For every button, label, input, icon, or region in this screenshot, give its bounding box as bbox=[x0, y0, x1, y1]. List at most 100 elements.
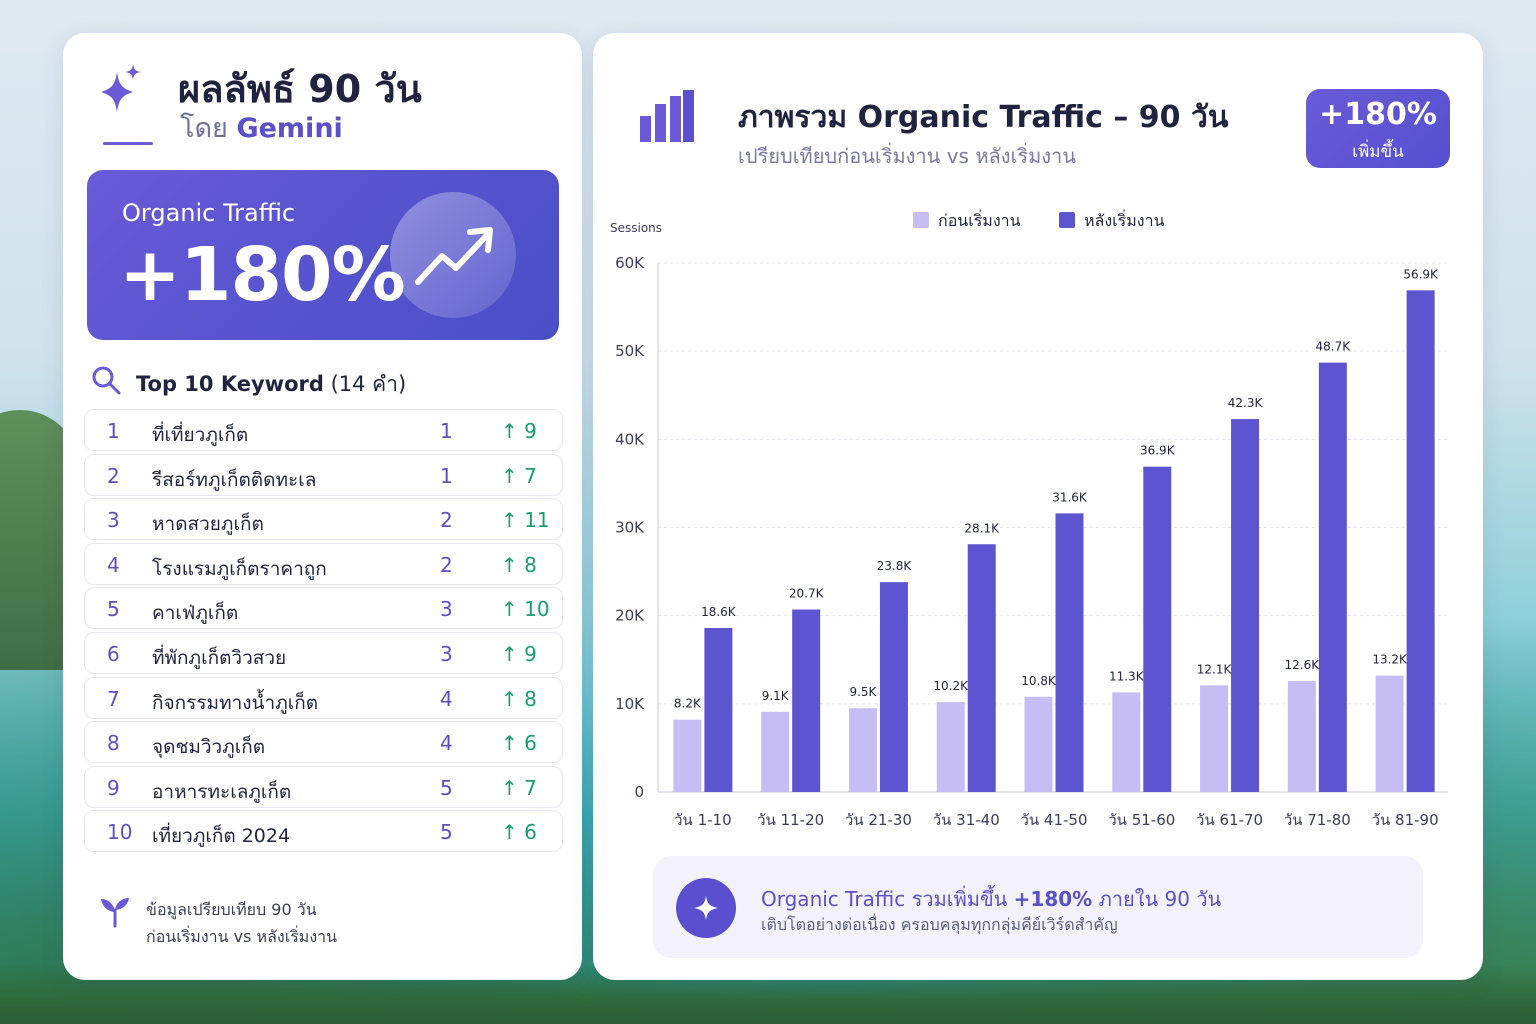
bar-before bbox=[1375, 675, 1404, 792]
keyword-row: 2 รีสอร์ทภูเก็ตติดทะเล 1 ↑ 7 bbox=[84, 453, 563, 496]
x-tick-label: วัน 61-70 bbox=[1196, 811, 1263, 829]
subtitle-brand: Gemini bbox=[236, 113, 343, 144]
keyword-row: 1 ที่เที่ยวภูเก็ต 1 ↑ 9 bbox=[84, 409, 563, 451]
keyword-text: เที่ยวภูเก็ต 2024 bbox=[152, 825, 291, 848]
keyword-change: ↑ 11 bbox=[501, 508, 550, 533]
keyword-position: 4 bbox=[440, 731, 453, 756]
keyword-text: รีสอร์ทภูเก็ตติดทะเล bbox=[152, 468, 317, 491]
footnote-line-2: ก่อนเริ่มงาน vs หลังเริ่มงาน bbox=[146, 927, 338, 946]
bar-data-label: 10.2K bbox=[933, 679, 969, 693]
bar-before bbox=[936, 702, 965, 792]
sprout-icon bbox=[101, 898, 129, 928]
keyword-row: 7 กิจกรรมทางน้ำภูเก็ต 4 ↑ 8 bbox=[84, 676, 563, 719]
keyword-text: ที่เที่ยวภูเก็ต bbox=[152, 424, 249, 446]
trend-circle bbox=[390, 192, 516, 318]
keyword-text: หาดสวยภูเก็ต bbox=[152, 513, 264, 536]
insight-icon-circle bbox=[676, 878, 736, 938]
y-tick-label: 10K bbox=[615, 695, 645, 713]
keyword-position: 3 bbox=[440, 641, 453, 666]
bar-data-label: 18.6K bbox=[701, 605, 737, 619]
kpi-value: +180% bbox=[119, 232, 406, 318]
keyword-change: ↑ 9 bbox=[501, 419, 537, 443]
bar-after bbox=[792, 609, 821, 792]
bar-data-label: 13.2K bbox=[1372, 653, 1408, 667]
x-tick-label: วัน 11-20 bbox=[757, 811, 824, 829]
legend-item-after: หลังเริ่มงาน bbox=[1059, 209, 1165, 234]
keywords-title: Top 10 Keyword (14 คำ) bbox=[136, 368, 406, 401]
bar-before bbox=[1112, 692, 1141, 792]
legend-item-before: ก่อนเริ่มงาน bbox=[913, 209, 1021, 234]
kpi-label: Organic Traffic bbox=[122, 199, 296, 227]
bar-data-label: 56.9K bbox=[1403, 267, 1439, 281]
bar-data-label: 8.2K bbox=[674, 697, 702, 711]
bar-data-label: 12.1K bbox=[1197, 662, 1233, 676]
bar-after bbox=[704, 628, 733, 792]
keyword-change: ↑ 8 bbox=[501, 686, 537, 711]
keyword-change: ↑ 7 bbox=[501, 775, 537, 800]
insight-suffix: ภายใน 90 วัน bbox=[1098, 887, 1222, 911]
subtitle-prefix: โดย bbox=[180, 113, 228, 144]
keyword-row: 6 ที่พักภูเก็ตวิวสวย 3 ↑ 9 bbox=[84, 631, 563, 674]
bar-after bbox=[1406, 290, 1435, 792]
chart-subtitle: เปรียบเทียบก่อนเริ่มงาน vs หลังเริ่มงาน bbox=[738, 144, 1076, 168]
bar-before bbox=[673, 719, 702, 792]
x-tick-label: วัน 41-50 bbox=[1020, 811, 1087, 829]
growth-badge-label: เพิ่มขึ้น bbox=[1352, 142, 1404, 162]
x-tick-label: วัน 1-10 bbox=[674, 811, 732, 829]
bar-after bbox=[1231, 419, 1260, 792]
bar-data-label: 42.3K bbox=[1228, 396, 1264, 410]
y-tick-label: 60K bbox=[615, 254, 645, 272]
bar-after bbox=[1055, 513, 1084, 792]
bar-before bbox=[761, 711, 790, 792]
insight-detail: เติบโตอย่างต่อเนื่อง ครอบคลุมทุกกลุ่มคีย… bbox=[761, 915, 1118, 934]
growth-badge: +180% เพิ่มขึ้น bbox=[1306, 89, 1450, 168]
keyword-rank: 1 bbox=[107, 419, 120, 443]
keyword-rank: 9 bbox=[107, 775, 120, 800]
keyword-rank: 4 bbox=[107, 552, 120, 577]
trend-up-icon bbox=[415, 227, 493, 285]
sparkle-icon bbox=[101, 64, 141, 112]
bar-after bbox=[1143, 466, 1172, 792]
kpi-card bbox=[87, 170, 559, 340]
keyword-row: 9 อาหารทะเลภูเก็ต 5 ↑ 7 bbox=[84, 765, 563, 808]
keywords-count: (14 คำ) bbox=[330, 372, 407, 396]
keyword-row: 3 หาดสวยภูเก็ต 2 ↑ 11 bbox=[84, 498, 563, 541]
keyword-rank: 7 bbox=[107, 686, 120, 711]
title-underline bbox=[103, 142, 153, 145]
bar-data-label: 9.5K bbox=[849, 685, 877, 699]
growth-badge-value: +180% bbox=[1319, 97, 1437, 132]
keyword-rank: 2 bbox=[107, 463, 120, 488]
bar-data-label: 48.7K bbox=[1316, 340, 1352, 354]
keyword-change: ↑ 8 bbox=[501, 552, 537, 577]
keyword-text: คาเฟ่ภูเก็ต bbox=[152, 602, 239, 625]
keyword-position: 5 bbox=[440, 820, 453, 845]
keyword-change: ↑ 6 bbox=[501, 820, 537, 845]
keyword-row: 8 จุดชมวิวภูเก็ต 4 ↑ 6 bbox=[84, 721, 563, 764]
legend-label-after: หลังเริ่มงาน bbox=[1084, 211, 1165, 230]
keyword-change: ↑ 6 bbox=[501, 731, 537, 756]
bar-after bbox=[1318, 362, 1347, 792]
keyword-rank: 5 bbox=[107, 597, 120, 622]
y-tick-label: 30K bbox=[615, 519, 645, 537]
x-tick-label: วัน 51-60 bbox=[1108, 811, 1175, 829]
keyword-rank: 8 bbox=[107, 731, 120, 756]
bar-data-label: 9.1K bbox=[762, 689, 790, 703]
search-icon bbox=[92, 366, 121, 395]
keyword-text: โรงแรมภูเก็ตราคาถูก bbox=[152, 557, 327, 580]
bar-after bbox=[879, 582, 908, 792]
keyword-text: จุดชมวิวภูเก็ต bbox=[152, 736, 266, 759]
page-title: ผลลัพธ์ 90 วัน bbox=[178, 67, 422, 111]
keyword-change: ↑ 10 bbox=[501, 597, 550, 622]
keyword-row: 5 คาเฟ่ภูเก็ต 3 ↑ 10 bbox=[84, 587, 563, 630]
bar-chart-icon bbox=[640, 90, 694, 142]
bar-after bbox=[967, 544, 996, 792]
y-tick-label: 0 bbox=[634, 783, 644, 801]
keyword-row: 10 เที่ยวภูเก็ต 2024 5 ↑ 6 bbox=[84, 810, 563, 853]
bar-data-label: 12.6K bbox=[1285, 658, 1321, 672]
insight-box bbox=[653, 856, 1423, 958]
sessions-bar-chart: Sessions 0 10K 20K 30K 40K 50K 60K 8.2K 18.6K วัน … bbox=[610, 221, 1448, 829]
y-axis-title: Sessions bbox=[610, 221, 662, 235]
footnote-line-1: ข้อมูลเปรียบเทียบ 90 วัน bbox=[146, 900, 317, 919]
sparkle-icon bbox=[694, 896, 718, 920]
keyword-position: 1 bbox=[440, 463, 453, 488]
